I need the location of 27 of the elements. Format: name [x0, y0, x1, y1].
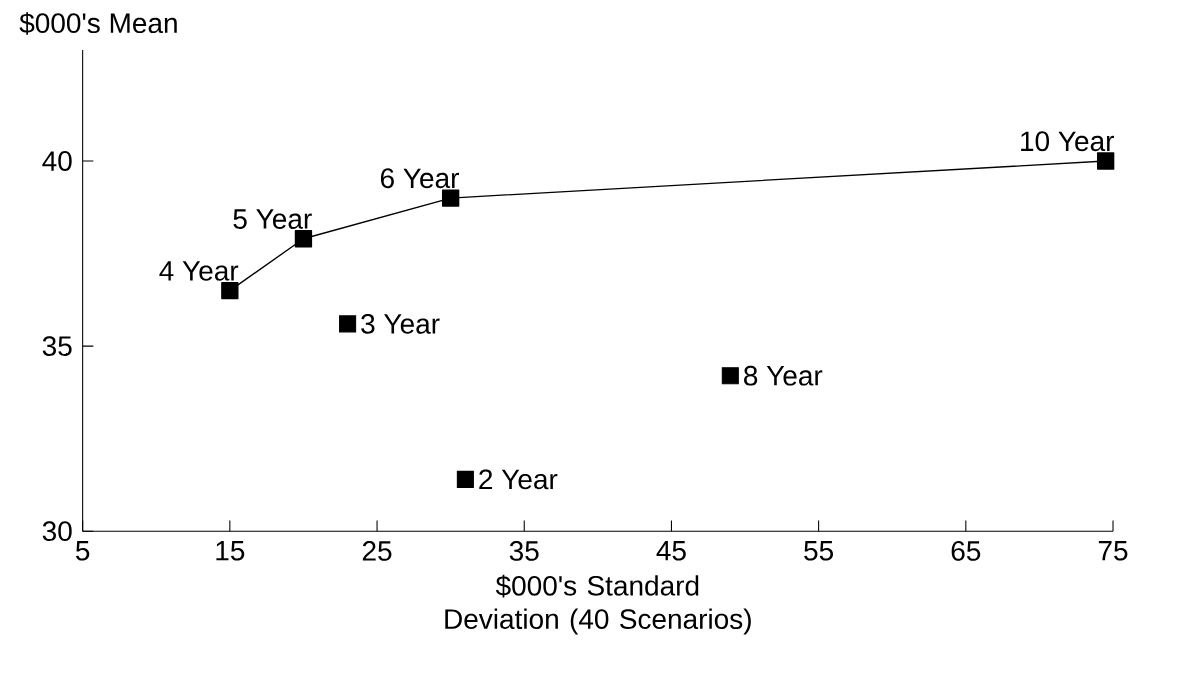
annotation: 2 Year: [479, 469, 558, 490]
x-tick-label: 15: [216, 541, 245, 561]
point: [339, 315, 357, 333]
x-tick-label: 75: [1098, 541, 1128, 561]
annotation: 4 Year: [159, 261, 239, 281]
x-axis-title: $000's Standard Deviation (40 Scenarios): [445, 574, 751, 635]
x-tick-label: 25: [362, 541, 392, 561]
point: [221, 282, 239, 300]
x-tick-label: 65: [951, 541, 981, 561]
annotation: 8 Year: [744, 365, 823, 386]
y-tick-label: 30: [42, 521, 72, 542]
y-tick-label: 40: [42, 151, 72, 172]
point: [1096, 152, 1115, 170]
x-tick-label: 45: [656, 541, 686, 561]
x-tick-label: 35: [509, 541, 539, 561]
annotation: 10 Year: [1021, 131, 1114, 152]
annotation: 5 Year: [233, 209, 312, 229]
x-tick-label: 5: [76, 541, 90, 561]
point: [721, 367, 739, 385]
point: [456, 470, 474, 488]
annotation: 6 Year: [380, 168, 459, 189]
y-axis-title: $000's Mean: [19, 12, 177, 35]
point: [294, 230, 313, 248]
y-tick-label: 35: [42, 336, 72, 357]
point: [441, 189, 460, 207]
x-tick-label: 55: [804, 541, 833, 561]
annotation: 3 Year: [361, 314, 440, 334]
